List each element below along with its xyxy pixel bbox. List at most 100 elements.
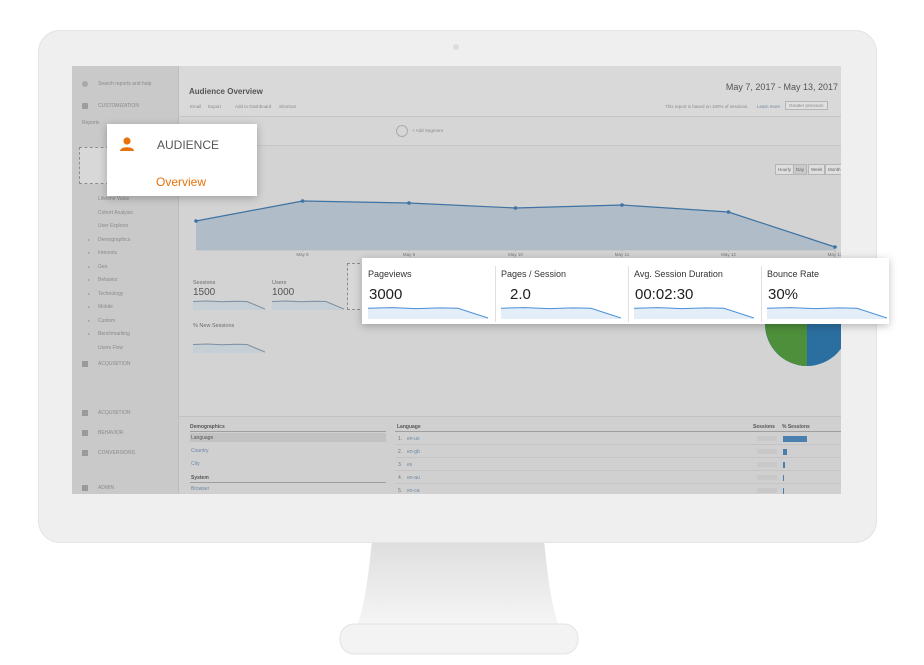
metrics-card: Pageviews 3000 Pages / Session 2.0 Avg. Sess… [362, 258, 889, 324]
precision-select[interactable]: Greater precision [785, 101, 828, 110]
dimension-link[interactable]: City [191, 461, 200, 467]
sparkline-area [634, 307, 754, 319]
popup-item[interactable]: Overview [156, 175, 207, 189]
add-segment[interactable]: + Add Segment [412, 128, 443, 133]
report-header [179, 66, 841, 117]
row-highlight [190, 433, 386, 442]
audience-popup: AUDIENCE Overview [107, 124, 257, 196]
nav-section[interactable]: ACQUISITION [98, 361, 131, 367]
granularity-button[interactable]: Day [793, 164, 808, 175]
expand-arrow: ▸ [88, 331, 91, 336]
nav-item[interactable]: Custom [98, 317, 116, 324]
metric-label: Pages / Session [501, 269, 567, 279]
stand-neck [356, 540, 560, 628]
row-language[interactable]: en-us [407, 436, 420, 442]
metric-label: % New Sessions [193, 323, 235, 329]
row-language[interactable]: en-gb [407, 449, 420, 455]
sparkline [272, 300, 344, 310]
person-icon [120, 137, 134, 151]
nav-section[interactable]: CONVERSIONS [98, 450, 135, 456]
camera [453, 44, 459, 50]
customization-icon [82, 103, 88, 109]
popup-title: AUDIENCE [157, 138, 220, 152]
sparkline [634, 307, 754, 319]
sparkline-line [272, 300, 344, 310]
granularity-button[interactable]: Week [808, 164, 826, 175]
header-rule [190, 431, 386, 432]
x-tick-label: May 9 [403, 252, 416, 257]
point [300, 199, 305, 203]
action-button[interactable]: Shortcut [279, 104, 296, 109]
nav-item[interactable]: Benchmarking [98, 331, 130, 337]
row-language[interactable]: en-au [407, 475, 420, 481]
row-language[interactable]: es [407, 462, 413, 468]
search-box[interactable]: Search reports and help [98, 81, 152, 87]
expand-arrow: ▸ [88, 250, 91, 255]
row-language[interactable]: en-ca [407, 488, 420, 494]
nav-item[interactable]: Demographics [98, 236, 131, 243]
nav-item[interactable]: User Explorer [98, 223, 129, 229]
section-icon [82, 410, 88, 416]
sparkline [193, 343, 265, 353]
sessions-cell [757, 462, 777, 467]
date-range[interactable]: May 7, 2017 - May 13, 2017 [725, 82, 838, 92]
learn-more[interactable]: Learn more [757, 104, 781, 109]
nav-item[interactable]: Lifetime Value [98, 196, 130, 202]
nav-section[interactable]: ACQUISITION [98, 410, 131, 416]
metric-value: 2.0 [510, 286, 531, 303]
section-icon [82, 450, 88, 456]
share-bar [783, 488, 784, 494]
dimension-link[interactable]: Browser [191, 486, 210, 492]
nav-section[interactable]: ADMIN [98, 485, 115, 491]
column-header: % Sessions [782, 424, 810, 430]
nav-item[interactable]: Interests [98, 250, 118, 256]
share-bar [783, 436, 807, 442]
customization-link[interactable]: CUSTOMIZATION [98, 103, 139, 109]
metric-value: 3000 [369, 286, 403, 303]
column-header: Sessions [753, 424, 775, 430]
metric-label: Bounce Rate [767, 269, 820, 279]
dimension-link[interactable]: Country [191, 448, 209, 454]
table-header: Demographics [190, 424, 225, 430]
nav-section[interactable]: BEHAVIOR [98, 430, 124, 436]
nav-item[interactable]: Users Flow [98, 344, 124, 351]
segment-bar [179, 117, 841, 146]
expand-arrow: ▸ [88, 236, 91, 242]
action-button[interactable]: Export [208, 104, 222, 109]
sparkline [501, 307, 621, 319]
nav-item[interactable]: Cohort Analysis [98, 209, 133, 216]
sparkline-line [193, 300, 265, 310]
action-button[interactable]: Email [190, 104, 202, 109]
point [513, 206, 518, 210]
row-rank: 3. [398, 462, 403, 468]
nav-item[interactable]: Mobile [98, 304, 113, 310]
sparkline-area [193, 344, 265, 353]
expand-arrow: ▸ [88, 317, 91, 323]
row-rule [395, 444, 841, 445]
sparkline-area [767, 307, 887, 319]
segment-circle [396, 125, 408, 137]
sessions-cell [757, 475, 777, 480]
divider [495, 266, 496, 322]
table-subheader: System [191, 475, 209, 481]
reports-heading: Reports [82, 120, 100, 126]
x-tick-label: May 13 [828, 252, 841, 257]
x-tick-label: May 12 [721, 252, 736, 257]
sparkline-area [368, 307, 488, 319]
granularity-button[interactable]: Hourly [775, 164, 795, 175]
nav-item[interactable]: Geo [98, 263, 108, 270]
metric-value: 1000 [272, 287, 295, 298]
nav-item[interactable]: Behavior [98, 277, 118, 283]
nav-item[interactable]: Technology [98, 290, 124, 297]
pie-green [765, 316, 807, 366]
granularity-button[interactable]: Month [825, 164, 841, 175]
sparkline [368, 307, 488, 319]
action-button[interactable]: Add to Dashboard [235, 104, 272, 109]
sampling-note: This report is based on 100% of sessions… [665, 104, 749, 109]
share-bar [783, 475, 784, 481]
header-rule [395, 431, 841, 432]
row-rule [395, 483, 841, 484]
x-tick-label: May 8 [296, 252, 309, 257]
dimension-link[interactable]: Language [191, 435, 214, 441]
